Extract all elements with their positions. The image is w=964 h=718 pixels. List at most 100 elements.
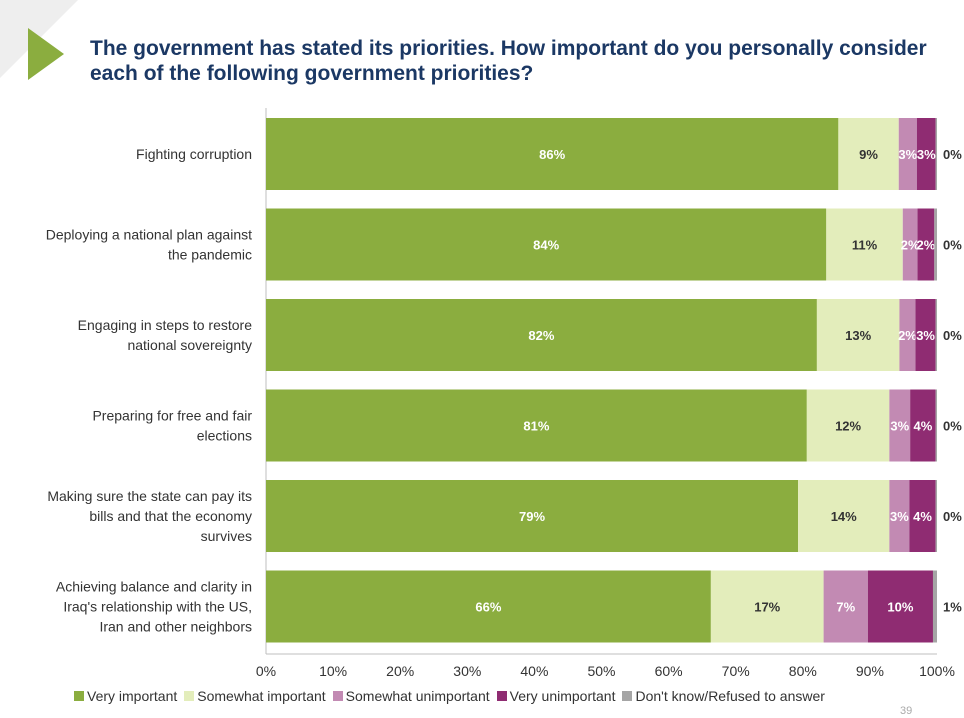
bar-segment — [899, 299, 916, 371]
data-label: 14% — [831, 509, 857, 524]
category-label-line: elections — [197, 428, 252, 444]
bar-segment — [916, 118, 936, 190]
bar-segment — [889, 389, 911, 462]
data-label: 66% — [475, 600, 501, 615]
bar-segment — [798, 480, 890, 552]
bar-segment — [932, 570, 937, 643]
legend-item: Very important — [74, 688, 177, 704]
category-label-line: survives — [201, 528, 252, 544]
slide-title: The government has stated its priorities… — [90, 37, 927, 85]
data-label: 84% — [533, 238, 559, 253]
data-label: 10% — [887, 600, 913, 615]
data-label: 4% — [913, 509, 932, 524]
category-label-line: Making sure the state can pay its — [47, 488, 252, 504]
bar-segment — [910, 389, 936, 462]
data-label: 4% — [914, 419, 933, 434]
x-tick-label: 80% — [789, 663, 817, 679]
data-label: 13% — [845, 328, 871, 343]
data-label: 81% — [523, 419, 549, 434]
bar-segment — [266, 118, 839, 190]
data-label: 3% — [916, 328, 935, 343]
data-label: 12% — [835, 419, 861, 434]
category-label-line: Achieving balance and clarity in — [56, 579, 252, 595]
legend-label: Somewhat important — [197, 688, 326, 704]
data-label: 0% — [943, 328, 962, 343]
bar-segment — [935, 299, 937, 371]
data-label: 0% — [943, 238, 962, 253]
category-label: Achieving balance and clarity in Iraq's r… — [56, 579, 252, 635]
x-tick-label: 60% — [655, 663, 683, 679]
bar-segment — [266, 208, 827, 281]
category-label-line: Iraq's relationship with the US, — [63, 599, 252, 615]
data-label: 2% — [898, 328, 917, 343]
x-tick-label: 90% — [856, 663, 884, 679]
bar-segment — [898, 118, 917, 190]
data-label: 3% — [898, 147, 917, 162]
data-label: 0% — [943, 509, 962, 524]
play-triangle-icon — [28, 28, 64, 80]
page-number: 39 — [900, 705, 913, 717]
bar-segment — [266, 480, 799, 552]
x-tick-label: 50% — [587, 663, 615, 679]
bar-segment — [266, 299, 817, 371]
data-label: 2% — [917, 238, 936, 253]
data-label: 2% — [901, 238, 920, 253]
bar-segment — [935, 118, 937, 190]
data-label: 17% — [754, 600, 780, 615]
legend-item: Somewhat unimportant — [332, 688, 490, 704]
category-label: Engaging in steps to restore national sov… — [78, 317, 253, 353]
data-label: 11% — [852, 238, 878, 253]
x-tick-label: 20% — [386, 663, 414, 679]
data-label: 79% — [519, 509, 545, 524]
chart-legend: Very important Somewhat important Somewhat… — [74, 688, 954, 704]
data-label: 3% — [890, 419, 909, 434]
category-label-line: the pandemic — [168, 247, 252, 263]
data-label: 3% — [917, 147, 936, 162]
category-label: Preparing for free and fair elections — [92, 408, 252, 444]
category-label-line: Preparing for free and fair — [92, 408, 252, 424]
legend-swatch — [622, 691, 633, 701]
category-label-line: Iran and other neighbors — [99, 619, 252, 635]
category-label-line: Engaging in steps to restore — [78, 317, 253, 333]
legend-item: Very unimportant — [496, 688, 616, 704]
category-label-line: bills and that the economy — [89, 508, 252, 524]
bar-segment — [816, 299, 900, 371]
bar-segment — [806, 389, 890, 462]
bar-segment — [266, 389, 807, 462]
x-tick-label: 70% — [722, 663, 750, 679]
legend-label: Very important — [87, 688, 178, 704]
legend-swatch — [496, 691, 507, 701]
x-tick-label: 0% — [256, 663, 276, 679]
legend-label: Don't know/Refused to answer — [635, 688, 825, 704]
bar-segment — [902, 208, 918, 281]
bar-segment — [935, 480, 937, 552]
bar-segment — [889, 480, 910, 552]
legend-item: Don't know/Refused to answer — [622, 688, 825, 704]
bar-segment — [935, 389, 937, 462]
legend-swatch — [74, 691, 84, 701]
bar-segment — [266, 570, 711, 643]
bar-segment — [838, 118, 899, 190]
bar-segment — [934, 208, 937, 281]
category-label-line: Deploying a national plan against — [46, 227, 252, 243]
data-label: 86% — [539, 147, 565, 162]
data-label: 1% — [943, 600, 962, 615]
legend-label: Very unimportant — [509, 688, 616, 704]
x-tick-label: 10% — [319, 663, 347, 679]
category-label: Deploying a national plan against the pan… — [46, 227, 252, 263]
data-label: 0% — [943, 147, 962, 162]
data-label: 3% — [890, 509, 909, 524]
category-label-line: Fighting corruption — [136, 146, 252, 162]
data-label: 0% — [943, 419, 962, 434]
category-label: Fighting corruption — [136, 146, 252, 162]
legend-label: Somewhat unimportant — [345, 688, 490, 704]
x-tick-label: 100% — [919, 663, 955, 679]
bar-segment — [867, 570, 933, 643]
bar-segment — [917, 208, 935, 281]
data-label: 7% — [836, 600, 855, 615]
bar-segment — [710, 570, 824, 643]
category-label: Making sure the state can pay its bills a… — [47, 488, 252, 544]
bar-segment — [909, 480, 936, 552]
category-label-line: national sovereignty — [127, 337, 252, 353]
